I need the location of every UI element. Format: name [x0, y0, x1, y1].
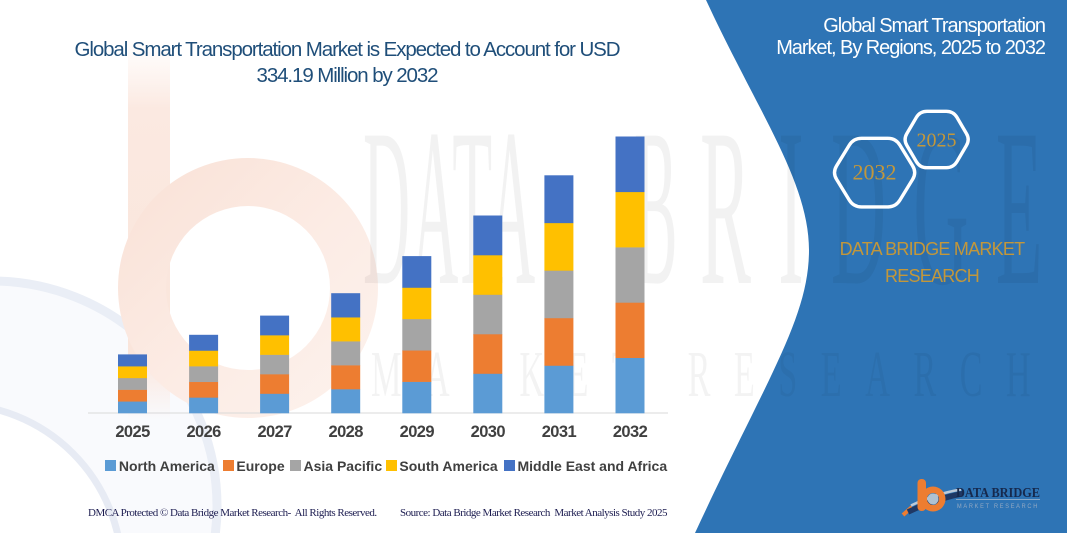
svg-text:MARKET RESEARCH: MARKET RESEARCH	[957, 503, 1039, 510]
svg-text:DATA BRIDGE: DATA BRIDGE	[956, 485, 1040, 500]
svg-text:2032: 2032	[853, 160, 897, 185]
svg-text:2025: 2025	[917, 130, 957, 152]
svg-text:DATA: DATA	[363, 82, 536, 332]
